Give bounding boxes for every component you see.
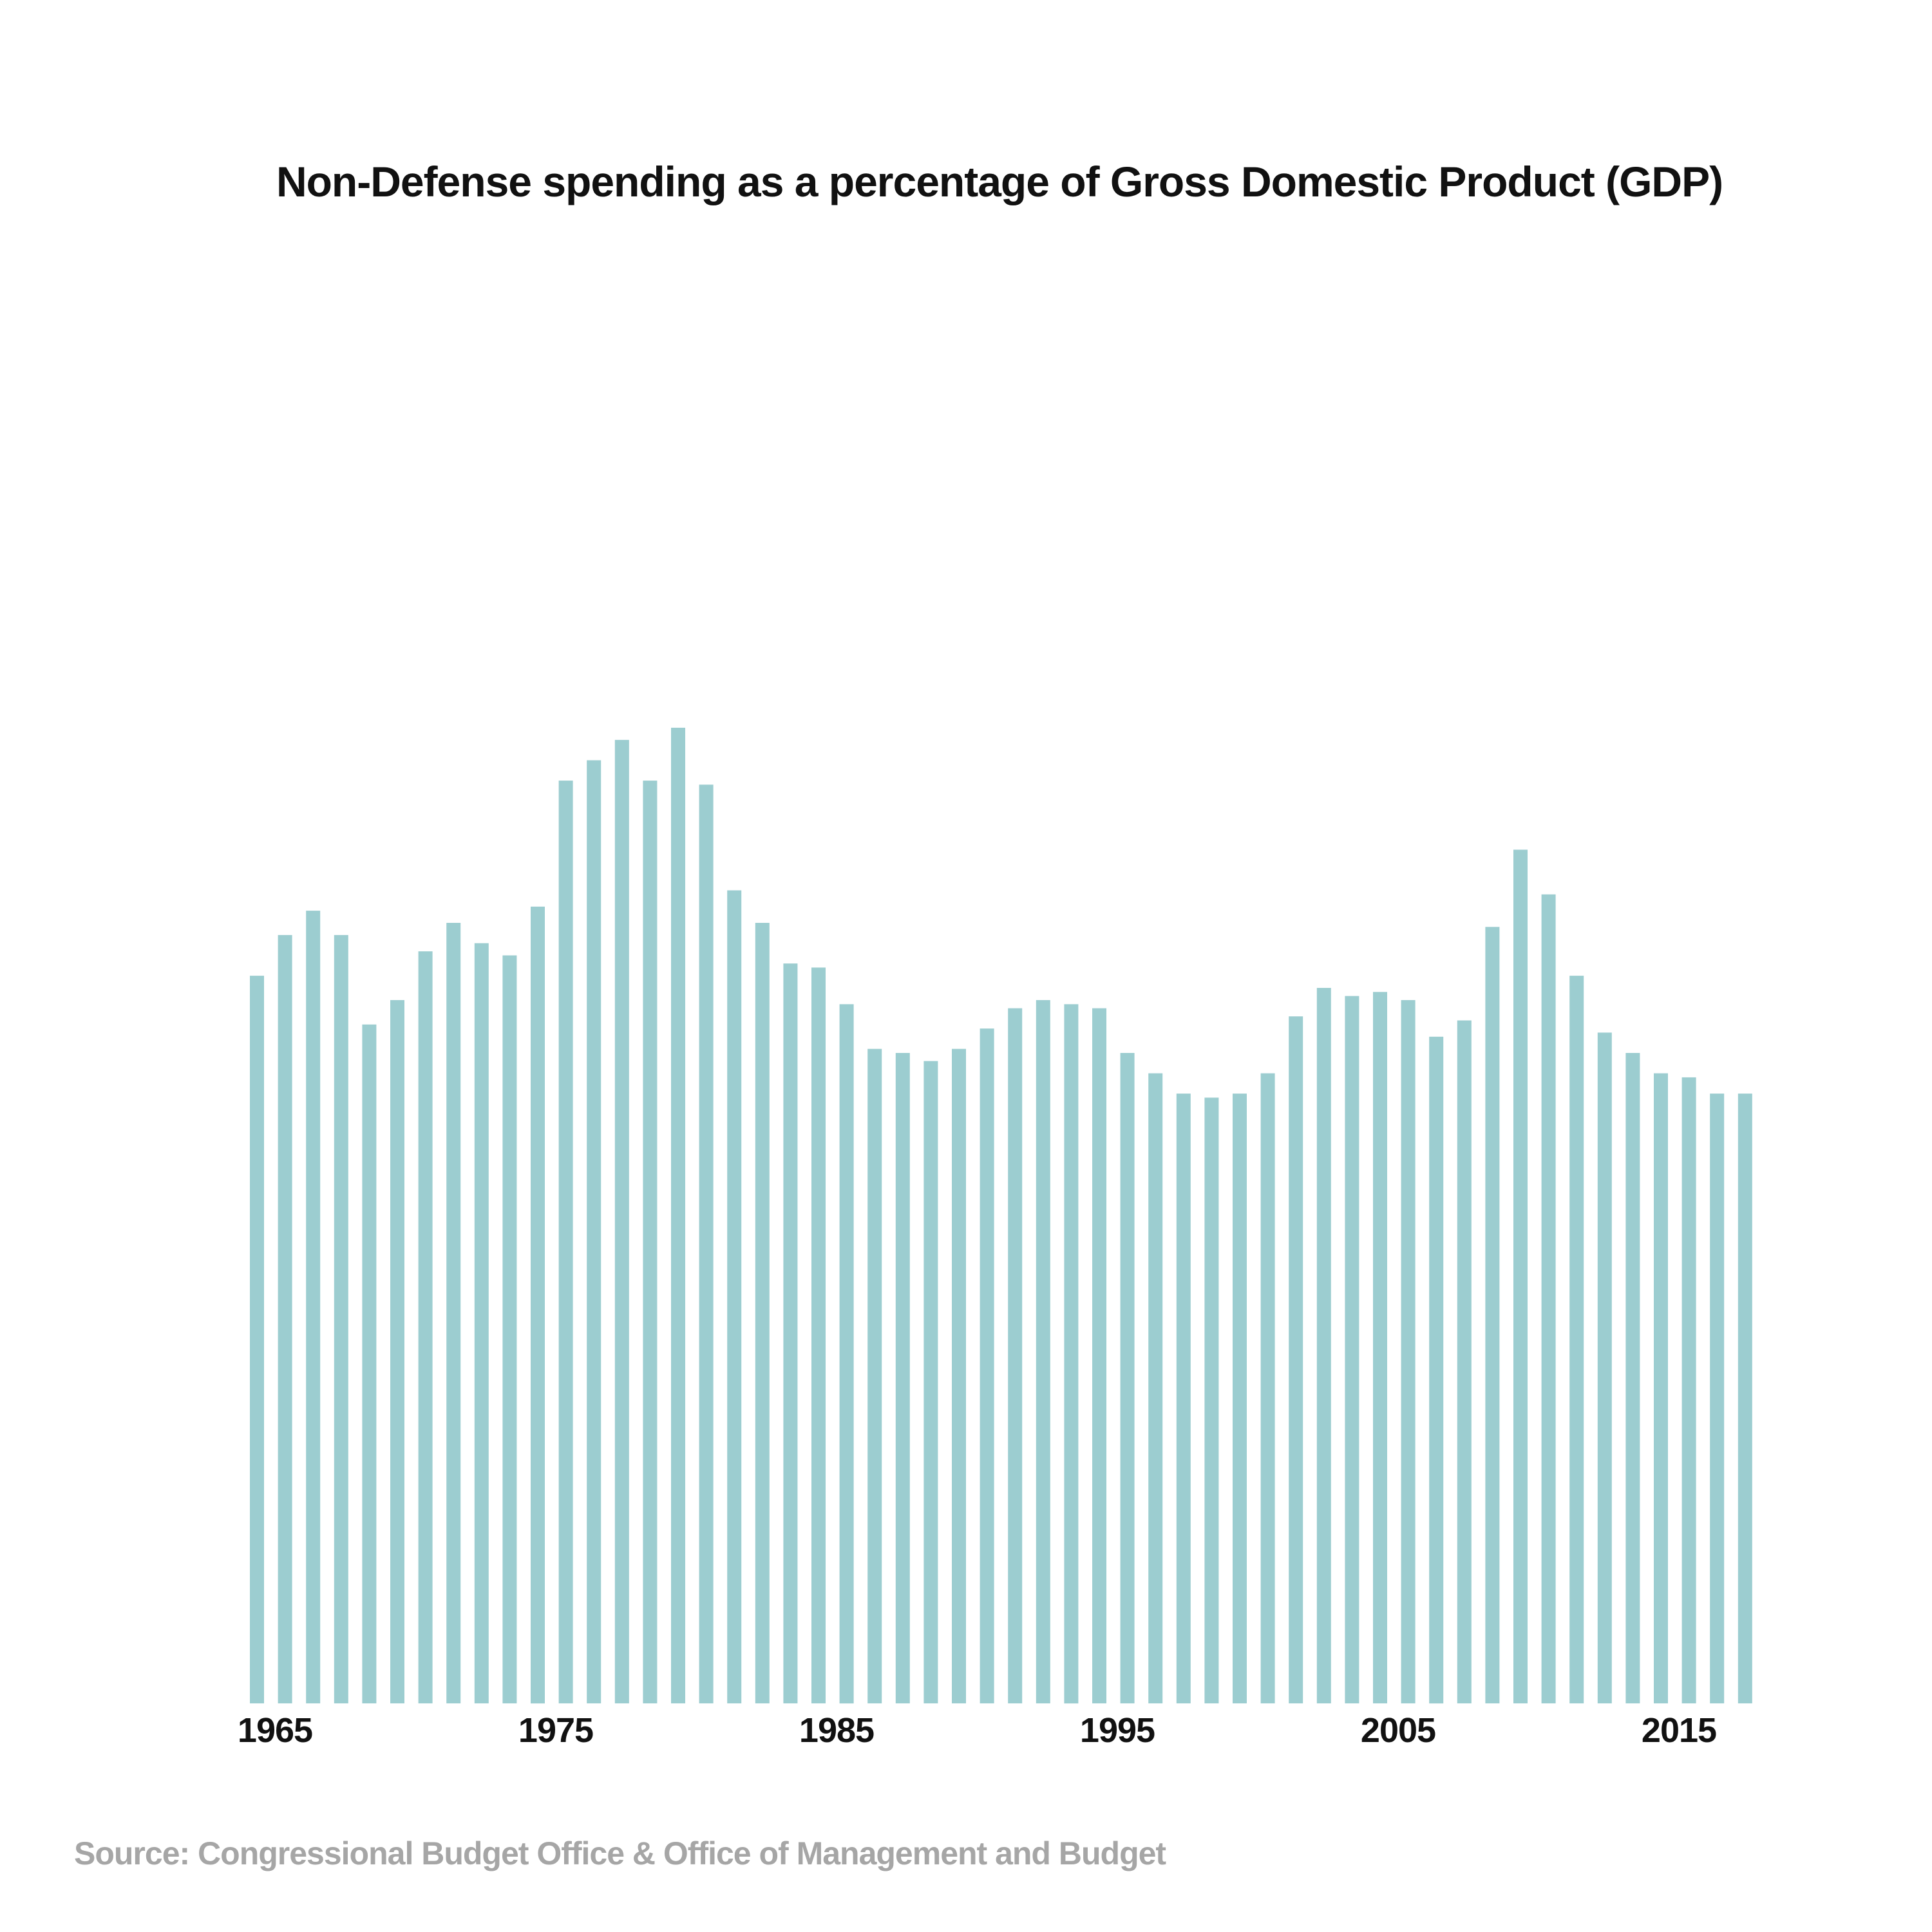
bar-2016	[1681, 1077, 1696, 1703]
bar-1976	[558, 781, 573, 1703]
bar-1965	[250, 976, 264, 1703]
bar-1983	[755, 923, 770, 1703]
bar-1973	[474, 943, 489, 1703]
x-tick-label-2015: 2015	[1642, 1711, 1716, 1750]
bar-2004	[1345, 996, 1359, 1703]
bar-2015	[1654, 1073, 1668, 1703]
x-tick-label-1985: 1985	[799, 1711, 874, 1750]
bar-1993	[1036, 999, 1050, 1703]
x-tick-label-1965: 1965	[238, 1711, 312, 1750]
bar-1978	[614, 739, 629, 1703]
bar-2012	[1569, 976, 1584, 1703]
bar-1975	[531, 906, 545, 1704]
bar-1997	[1148, 1073, 1163, 1703]
bar-2007	[1429, 1036, 1444, 1704]
bar-1999	[1204, 1097, 1219, 1703]
source-note: Source: Congressional Budget Office & Of…	[74, 1835, 1166, 1871]
bar-1991	[980, 1028, 994, 1703]
bar-2011	[1541, 894, 1556, 1703]
bar-1986	[839, 1004, 854, 1704]
bar-1970	[390, 999, 404, 1703]
bar-1980	[671, 728, 685, 1703]
bar-1989	[923, 1061, 938, 1703]
bar-1967	[306, 911, 321, 1703]
bar-1968	[334, 934, 348, 1703]
bar-2005	[1373, 992, 1387, 1703]
bar-2006	[1401, 999, 1416, 1703]
bar-2002	[1289, 1016, 1303, 1703]
bar-1979	[643, 781, 658, 1703]
x-tick-label-2005: 2005	[1361, 1711, 1435, 1750]
bar-1988	[895, 1053, 910, 1703]
bar-group	[250, 728, 1752, 1704]
bar-2000	[1233, 1094, 1247, 1703]
chart-title: Non-Defense spending as a percentage of …	[276, 158, 1723, 205]
bar-1990	[952, 1048, 966, 1703]
bar-2010	[1513, 849, 1528, 1703]
x-tick-label-1995: 1995	[1080, 1711, 1155, 1750]
bar-2014	[1625, 1053, 1640, 1703]
bar-1966	[278, 934, 292, 1703]
bar-1981	[699, 784, 714, 1703]
bar-1985	[811, 967, 826, 1703]
bar-1974	[502, 955, 517, 1703]
bar-1984	[783, 963, 798, 1703]
bar-1987	[867, 1048, 882, 1703]
bar-2013	[1597, 1032, 1612, 1703]
bar-1998	[1176, 1094, 1191, 1703]
bar-1995	[1092, 1008, 1106, 1703]
bar-1992	[1008, 1008, 1023, 1703]
bar-2009	[1485, 927, 1500, 1703]
bar-2017	[1710, 1094, 1725, 1703]
bar-1977	[587, 760, 601, 1703]
bar-1969	[362, 1024, 377, 1703]
bar-1994	[1064, 1004, 1079, 1704]
bar-2001	[1260, 1073, 1275, 1703]
bar-1982	[727, 890, 742, 1703]
x-tick-group: 1965 1975 1985 1995 2005 2015	[238, 1711, 1717, 1750]
bar-2018	[1738, 1094, 1752, 1703]
x-tick-label-1975: 1975	[518, 1711, 593, 1750]
bar-1996	[1120, 1053, 1135, 1703]
bar-2003	[1316, 988, 1331, 1703]
bar-1971	[418, 951, 433, 1703]
bar-1972	[446, 923, 461, 1703]
bar-2008	[1457, 1020, 1472, 1703]
